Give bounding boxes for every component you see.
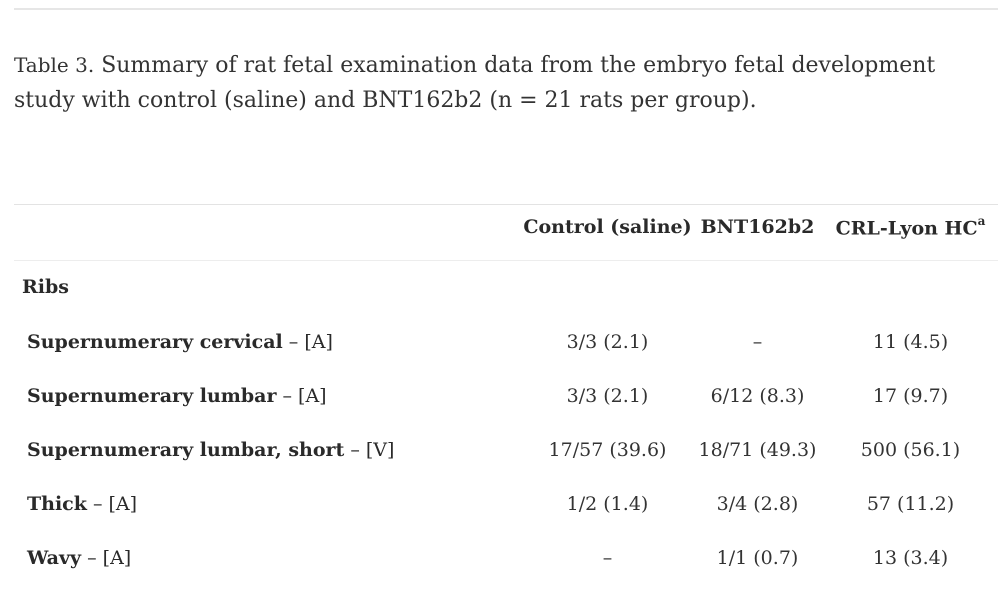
row-label: Supernumerary lumbar – [A]: [27, 385, 327, 407]
top-divider: [14, 8, 998, 10]
table-cell: 18/71 (49.3): [698, 439, 817, 461]
footnote-marker: a: [977, 214, 986, 228]
table-cell: 3/3 (2.1): [566, 385, 649, 407]
table-cell: 6/12 (8.3): [710, 385, 805, 407]
table-caption: Table 3. Summary of rat fetal examinatio…: [14, 48, 989, 118]
row-label: Wavy – [A]: [27, 547, 132, 569]
table-cell: 17 (9.7): [872, 385, 949, 407]
table-cell: –: [752, 331, 763, 353]
table-cell: 1/2 (1.4): [566, 493, 649, 515]
table-cell: 17/57 (39.6): [548, 439, 667, 461]
column-header-control: Control (saline): [523, 216, 692, 238]
table-cell: 13 (3.4): [872, 547, 949, 569]
table-cell: 500 (56.1): [860, 439, 961, 461]
table-cell: 11 (4.5): [872, 331, 949, 353]
table-cell: 57 (11.2): [866, 493, 955, 515]
caption-text: Summary of rat fetal examination data fr…: [14, 53, 936, 113]
table-cell: 3/3 (2.1): [566, 331, 649, 353]
table-cell: 3/4 (2.8): [716, 493, 799, 515]
row-label: Thick – [A]: [27, 493, 138, 515]
table-label: Table 3.: [14, 53, 95, 77]
section-heading-ribs: Ribs: [22, 276, 69, 298]
table-top-border: [14, 204, 998, 205]
table-cell: –: [602, 547, 613, 569]
row-label: Supernumerary cervical – [A]: [27, 331, 333, 353]
table-cell: 1/1 (0.7): [716, 547, 799, 569]
row-label: Supernumerary lumbar, short – [V]: [27, 439, 395, 461]
header-separator: [14, 260, 998, 261]
column-header-bnt162b2: BNT162b2: [700, 216, 815, 238]
column-header-crl-lyon: CRL-Lyon HCa: [835, 214, 986, 240]
